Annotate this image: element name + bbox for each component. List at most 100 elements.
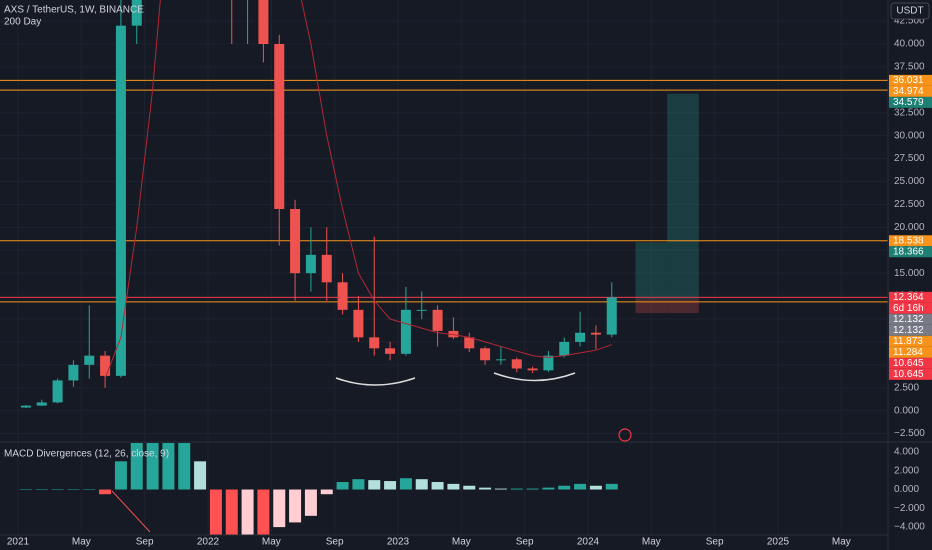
- y-tick-label: −2.500: [894, 428, 925, 439]
- y-tick-label: 37.500: [894, 62, 925, 73]
- macd-bar: [83, 489, 96, 491]
- price-label: 11.284: [893, 347, 923, 358]
- macd-bar: [558, 485, 571, 490]
- macd-bar: [526, 488, 539, 490]
- macd-bar: [479, 487, 492, 490]
- macd-bar: [399, 478, 412, 490]
- macd-bar: [19, 489, 32, 491]
- macd-bar: [304, 489, 317, 516]
- macd-pane: [19, 443, 618, 535]
- stop-zone: [635, 299, 668, 314]
- y-tick-label: 20.000: [894, 222, 925, 233]
- countdown-box: [889, 302, 932, 314]
- y-tick-label: 30.000: [894, 130, 925, 141]
- y-tick-label: 42.500: [894, 16, 925, 27]
- macd-bar: [178, 443, 191, 490]
- candle-body: [36, 402, 47, 406]
- y-tick-label: 22.500: [894, 199, 925, 210]
- y-tick-label: −4.000: [894, 522, 925, 533]
- y-tick-label: 40.000: [894, 39, 925, 50]
- candle-body: [369, 337, 380, 349]
- currency: USDT: [896, 6, 923, 17]
- currency-box[interactable]: [890, 2, 930, 20]
- price-label-box: [889, 324, 932, 336]
- candle-body: [527, 368, 538, 371]
- price-label: 36.031: [893, 75, 924, 86]
- candle-body: [115, 25, 126, 376]
- candle-body: [432, 309, 443, 331]
- macd-bar: [289, 489, 302, 523]
- macd-bar: [510, 488, 523, 490]
- price-label: 12.132: [893, 325, 924, 336]
- candle-body: [464, 337, 475, 349]
- macd-bar: [257, 489, 270, 535]
- price-label-box: [889, 235, 932, 247]
- candle-body: [131, 0, 142, 26]
- price-pane: [0, 0, 888, 408]
- price-label-box: [889, 346, 932, 358]
- macd-bar: [162, 443, 175, 490]
- price-label: 34.579: [893, 97, 924, 108]
- candle-body: [100, 355, 111, 376]
- price-label: 12.364: [893, 292, 924, 303]
- macd-bar: [589, 485, 602, 490]
- macd-bar: [494, 488, 507, 490]
- alert-icon[interactable]: [618, 428, 632, 442]
- candle-body: [511, 359, 522, 369]
- y-tick-label: 25.000: [894, 176, 925, 187]
- macd-bar: [130, 443, 143, 490]
- price-label-box: [889, 368, 932, 380]
- divergence-line: [111, 490, 151, 533]
- x-tick-label: May: [72, 537, 91, 548]
- x-tick-label: Sep: [326, 537, 344, 548]
- candle-body: [416, 309, 427, 311]
- indicator-label: 200 Day: [4, 17, 41, 28]
- macd-bar: [146, 443, 159, 490]
- candle-body: [575, 332, 586, 342]
- price-label-box: [889, 335, 932, 347]
- candle-body: [274, 44, 285, 209]
- price-label: 18.366: [893, 246, 924, 257]
- price-label-box: [889, 246, 932, 258]
- chart-title: AXS / TetherUS, 1W, BINANCE: [4, 5, 144, 16]
- x-tick-label: Sep: [706, 537, 724, 548]
- candle-body: [480, 348, 491, 361]
- macd-bar: [67, 489, 80, 491]
- price-label-box: [889, 85, 932, 97]
- y-tick-label: 32.500: [894, 107, 925, 118]
- x-tick-label: 2024: [577, 537, 600, 548]
- macd-bar: [35, 489, 48, 491]
- x-tick-label: Sep: [136, 537, 154, 548]
- price-label-box: [889, 74, 932, 86]
- pattern-arc: [493, 372, 576, 382]
- x-tick-label: 2021: [7, 537, 30, 548]
- y-tick-label: 27.500: [894, 153, 925, 164]
- macd-bar: [431, 481, 444, 490]
- candle-body: [353, 309, 364, 338]
- macd-bar: [384, 481, 397, 490]
- x-tick-label: 2022: [197, 537, 220, 548]
- candle-body: [258, 0, 269, 44]
- macd-bar: [463, 485, 476, 490]
- y-tick-label: 2.500: [894, 382, 919, 393]
- candle-body: [84, 355, 95, 365]
- x-tick-label: Sep: [516, 537, 534, 548]
- y-tick-label: −2.000: [894, 503, 925, 514]
- macd-bar: [605, 483, 618, 490]
- candle-body: [337, 282, 348, 310]
- candle-body: [400, 309, 411, 354]
- y-tick-label: 0.000: [894, 484, 919, 495]
- price-label: 11.873: [893, 336, 923, 347]
- macd-bar: [415, 479, 428, 490]
- candle-body: [385, 348, 396, 354]
- macd-bar: [209, 489, 222, 535]
- y-tick-label: 4.000: [894, 447, 919, 458]
- candle-body: [52, 380, 63, 403]
- price-label-box: [889, 291, 932, 303]
- candle-body: [495, 359, 506, 361]
- macd-title: MACD Divergences (12, 26, close, 9): [4, 449, 169, 460]
- y-tick-label: 15.000: [894, 268, 925, 279]
- candle-body: [20, 405, 31, 408]
- macd-bar: [320, 489, 333, 495]
